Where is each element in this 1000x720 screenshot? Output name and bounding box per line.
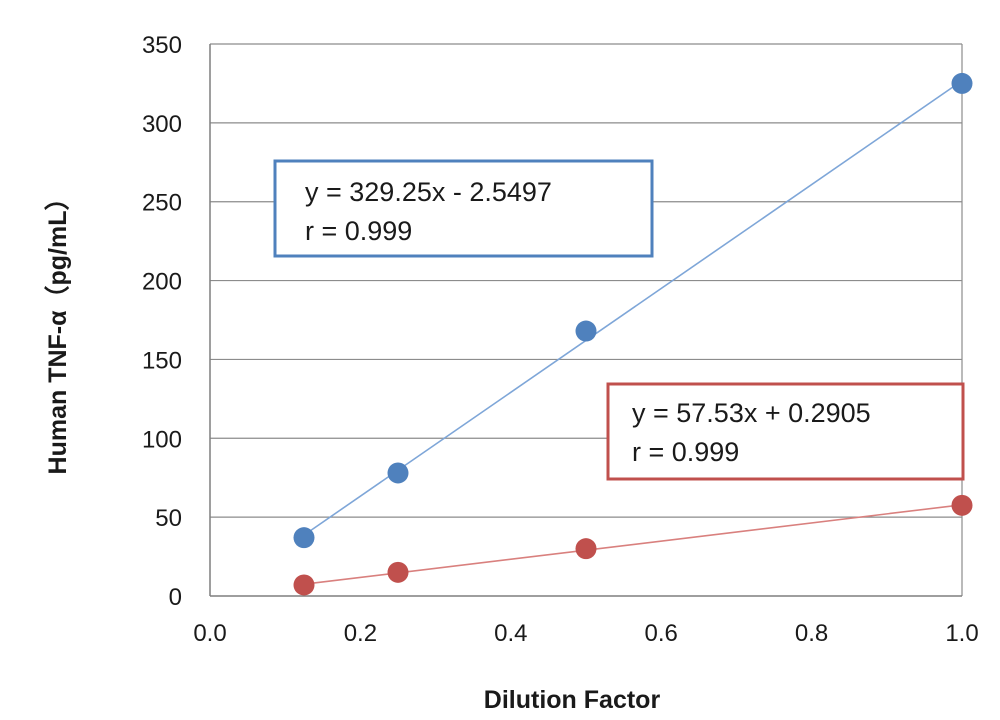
annotation-equation-series-1: y = 329.25x - 2.5497 (305, 177, 552, 207)
x-tick-label: 0.8 (795, 620, 828, 647)
trendline-series-2 (303, 504, 963, 585)
annotation-box-series-2 (606, 382, 965, 481)
annotation-r-series-1: r = 0.999 (305, 216, 412, 246)
annotations: y = 329.25x - 2.5497 r = 0.999 y = 57.53… (273, 159, 965, 481)
x-tick-labels: 0.0 0.2 0.4 0.6 0.8 1.0 (193, 620, 978, 647)
y-tick-labels: 0 50 100 150 200 250 300 350 (142, 32, 182, 611)
data-point-series-2 (387, 561, 409, 583)
data-point-series-2 (293, 574, 315, 596)
y-tick-label: 300 (142, 111, 182, 138)
data-point-series-1 (575, 320, 597, 342)
axes (209, 44, 963, 597)
y-tick-label: 150 (142, 347, 182, 374)
data-point-series-2 (951, 494, 973, 516)
y-axis-title: Human TNF-α（pg/mL） (43, 186, 72, 475)
y-tick-label: 200 (142, 269, 182, 296)
y-tick-label: 250 (142, 190, 182, 217)
x-tick-label: 1.0 (945, 620, 978, 647)
trendlines (303, 80, 963, 585)
data-points (293, 72, 973, 596)
y-tick-label: 0 (169, 584, 182, 611)
trendline-series-1 (303, 80, 963, 536)
data-point-series-2 (575, 538, 597, 560)
annotation-series-2: y = 57.53x + 0.2905 r = 0.999 (606, 382, 965, 481)
x-tick-label: 0.6 (645, 620, 678, 647)
y-tick-label: 50 (155, 505, 182, 532)
x-tick-label: 0.2 (344, 620, 377, 647)
x-tick-label: 0.0 (193, 620, 226, 647)
annotation-equation-series-2: y = 57.53x + 0.2905 (632, 398, 871, 428)
y-tick-label: 100 (142, 426, 182, 453)
x-tick-label: 0.4 (494, 620, 527, 647)
annotation-r-series-2: r = 0.999 (632, 437, 739, 467)
data-point-series-1 (293, 527, 315, 549)
annotation-series-1: y = 329.25x - 2.5497 r = 0.999 (273, 159, 654, 258)
x-axis-title: Dilution Factor (484, 686, 661, 714)
data-point-series-1 (387, 462, 409, 484)
annotation-box-series-1 (273, 159, 654, 258)
data-point-series-1 (951, 72, 973, 94)
y-tick-label: 350 (142, 32, 182, 59)
